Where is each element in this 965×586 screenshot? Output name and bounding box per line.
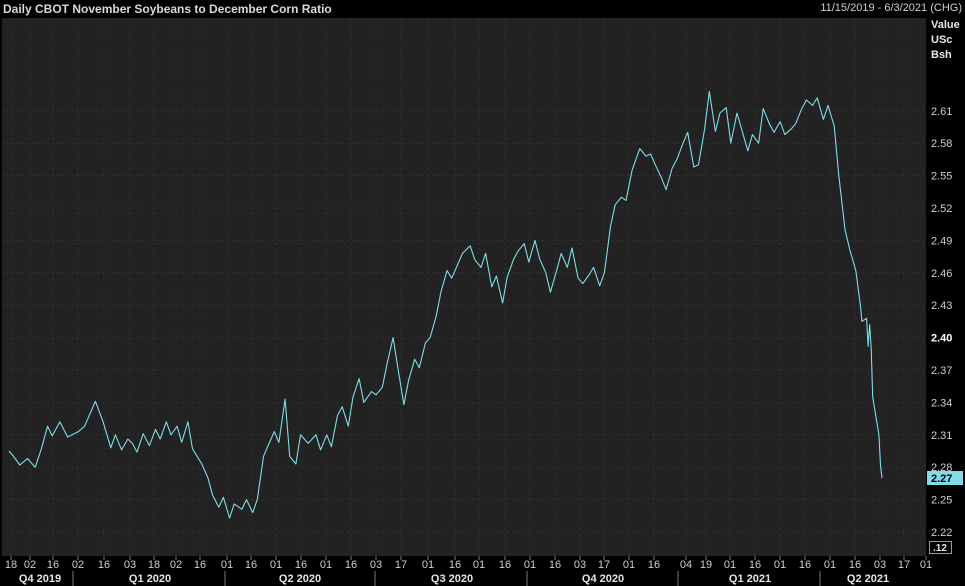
y-tick-label: 2.58	[931, 138, 952, 150]
y-tick-label: 2.43	[931, 300, 952, 312]
y-tick-label: 2.37	[931, 365, 952, 377]
x-tick-label: 16	[549, 559, 561, 571]
x-tick-label: 16	[47, 559, 59, 571]
x-tick-label: 01	[920, 559, 932, 571]
x-tick-label: 16	[245, 559, 257, 571]
y-tick-label: 2.34	[931, 397, 952, 409]
value-axis-header-line: Value	[931, 19, 960, 31]
x-tick-label: 16	[799, 559, 811, 571]
y-tick-label: 2.31	[931, 430, 952, 442]
x-tick-label: 16	[849, 559, 861, 571]
x-tick-label: 01	[270, 559, 282, 571]
x-tick-label: 03	[370, 559, 382, 571]
value-axis-panel	[926, 18, 965, 556]
chart-title: Daily CBOT November Soybeans to December…	[3, 2, 332, 16]
y-tick-label: 2.46	[931, 268, 952, 280]
x-tick-label: 16	[749, 559, 761, 571]
title-bar: Daily CBOT November Soybeans to December…	[0, 0, 965, 18]
last-value-label: 2.27	[931, 473, 952, 485]
x-tick-label: 03	[124, 559, 136, 571]
x-tick-label: 01	[422, 559, 434, 571]
y-tick-label: 2.55	[931, 171, 952, 183]
x-period-label: Q1 2020	[129, 573, 171, 585]
scale-indicator: .12	[933, 543, 947, 554]
last-value-marker	[927, 471, 963, 485]
x-tick-label: 17	[598, 559, 610, 571]
value-axis-header-line: Bsh	[931, 49, 952, 61]
x-tick-label: 17	[898, 559, 910, 571]
date-range-label: 11/15/2019 - 6/3/2021 (CHG)	[820, 2, 962, 14]
x-period-label: Q4 2020	[582, 573, 624, 585]
x-tick-label: 02	[24, 559, 36, 571]
value-axis-header: Value USc Bsh	[931, 18, 965, 63]
x-tick-label: 01	[724, 559, 736, 571]
x-period-label: Q2 2020	[279, 573, 321, 585]
x-period-label: Q2 2021	[847, 573, 889, 585]
x-tick-label: 04	[680, 559, 692, 571]
x-tick-label: 03	[574, 559, 586, 571]
x-tick-label: 01	[623, 559, 635, 571]
x-tick-label: 01	[524, 559, 536, 571]
y-tick-label: 2.22	[931, 527, 952, 539]
y-tick-label: 2.49	[931, 235, 952, 247]
x-period-label: Q4 2019	[19, 573, 61, 585]
x-tick-label: 16	[295, 559, 307, 571]
x-tick-label: 01	[221, 559, 233, 571]
x-period-label: Q1 2021	[729, 573, 771, 585]
x-tick-label: 16	[449, 559, 461, 571]
x-tick-label: 16	[345, 559, 357, 571]
x-tick-label: 16	[98, 559, 110, 571]
x-period-label: Q3 2020	[431, 573, 473, 585]
y-tick-label: 2.52	[931, 203, 952, 215]
x-tick-label: 16	[194, 559, 206, 571]
x-tick-label: 01	[320, 559, 332, 571]
x-tick-label: 02	[72, 559, 84, 571]
series-line	[8, 90, 883, 519]
x-tick-label: 18	[148, 559, 160, 571]
x-tick-label: 19	[700, 559, 712, 571]
time-axis-panel	[0, 556, 965, 586]
x-tick-label: 16	[648, 559, 660, 571]
x-tick-label: 01	[473, 559, 485, 571]
y-tick-label: 2.40	[931, 333, 952, 345]
x-tick-label: 01	[824, 559, 836, 571]
x-tick-label: 03	[874, 559, 886, 571]
x-tick-label: 17	[395, 559, 407, 571]
value-axis-header-line: USc	[931, 34, 953, 46]
x-tick-label: 18	[5, 559, 17, 571]
plot-area[interactable]	[2, 18, 926, 556]
x-tick-label: 02	[170, 559, 182, 571]
y-tick-label: 2.61	[931, 106, 952, 118]
x-tick-label: 01	[774, 559, 786, 571]
scale-indicator-box	[929, 541, 952, 554]
x-tick-label: 16	[499, 559, 511, 571]
y-tick-label: 2.25	[931, 495, 952, 507]
